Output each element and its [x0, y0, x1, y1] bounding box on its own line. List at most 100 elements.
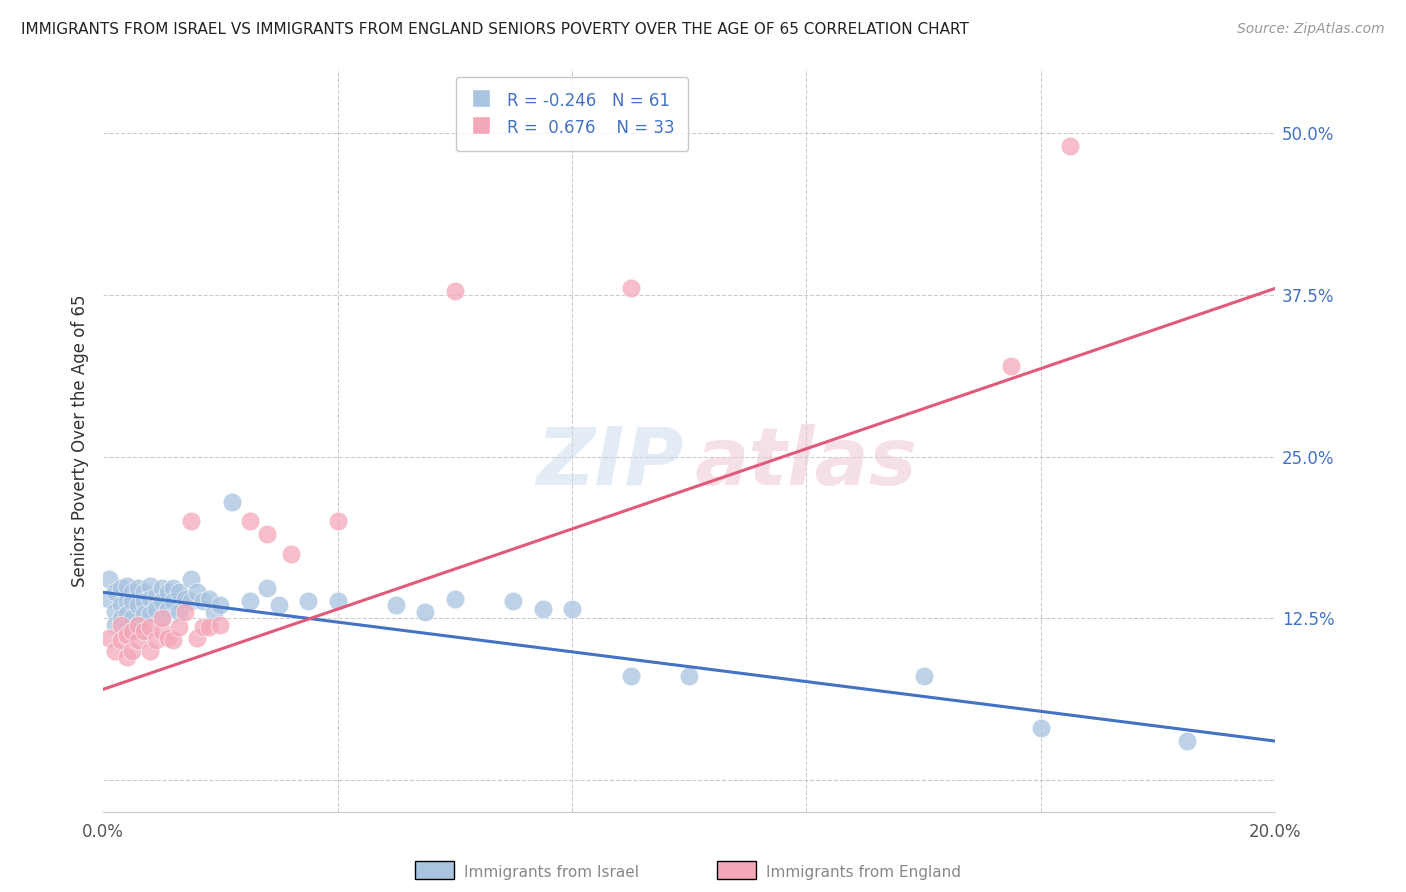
Point	[162, 582, 184, 596]
Point	[180, 514, 202, 528]
Point	[150, 611, 173, 625]
Point	[127, 582, 149, 596]
Point	[561, 602, 583, 616]
Text: Source: ZipAtlas.com: Source: ZipAtlas.com	[1237, 22, 1385, 37]
Point	[678, 669, 700, 683]
Point	[169, 620, 191, 634]
Point	[1000, 359, 1022, 373]
Point	[139, 643, 162, 657]
Point	[502, 594, 524, 608]
Text: IMMIGRANTS FROM ISRAEL VS IMMIGRANTS FROM ENGLAND SENIORS POVERTY OVER THE AGE O: IMMIGRANTS FROM ISRAEL VS IMMIGRANTS FRO…	[21, 22, 969, 37]
Point	[150, 624, 173, 639]
Text: atlas: atlas	[695, 424, 918, 501]
Point	[531, 602, 554, 616]
Point	[156, 585, 179, 599]
Point	[326, 594, 349, 608]
Point	[150, 582, 173, 596]
Point	[150, 594, 173, 608]
Point	[121, 624, 143, 639]
Y-axis label: Seniors Poverty Over the Age of 65: Seniors Poverty Over the Age of 65	[72, 294, 89, 587]
Point	[98, 591, 121, 606]
Point	[174, 605, 197, 619]
Point	[186, 585, 208, 599]
Point	[209, 617, 232, 632]
Point	[197, 591, 219, 606]
Point	[134, 594, 156, 608]
Point	[134, 624, 156, 639]
Point	[209, 599, 232, 613]
Point	[134, 607, 156, 622]
Point	[139, 591, 162, 606]
Point	[267, 599, 290, 613]
Point	[104, 617, 127, 632]
Point	[197, 620, 219, 634]
Point	[912, 669, 935, 683]
Point	[443, 284, 465, 298]
Point	[239, 594, 262, 608]
Point	[145, 633, 167, 648]
Point	[1029, 721, 1052, 735]
Point	[204, 605, 226, 619]
Point	[110, 599, 132, 613]
Point	[139, 620, 162, 634]
Point	[619, 669, 641, 683]
Point	[156, 631, 179, 645]
Point	[127, 617, 149, 632]
Point	[145, 602, 167, 616]
Point	[121, 611, 143, 625]
Point	[619, 281, 641, 295]
Point	[110, 617, 132, 632]
Point	[121, 643, 143, 657]
Point	[104, 643, 127, 657]
Point	[162, 594, 184, 608]
Point	[110, 611, 132, 625]
Point	[110, 582, 132, 596]
Text: ZIP: ZIP	[536, 424, 683, 501]
Point	[180, 573, 202, 587]
Point	[115, 579, 138, 593]
Point	[415, 605, 437, 619]
Point	[115, 628, 138, 642]
Point	[115, 620, 138, 634]
Point	[150, 611, 173, 625]
Text: Immigrants from England: Immigrants from England	[766, 865, 962, 880]
Point	[1059, 139, 1081, 153]
Point	[121, 624, 143, 639]
Point	[174, 591, 197, 606]
Point	[221, 495, 243, 509]
Point	[121, 594, 143, 608]
Point	[115, 650, 138, 665]
Point	[326, 514, 349, 528]
Point	[186, 631, 208, 645]
Point	[139, 607, 162, 622]
Point	[98, 631, 121, 645]
Point	[180, 594, 202, 608]
Point	[256, 582, 278, 596]
Point	[162, 633, 184, 648]
Point	[115, 607, 138, 622]
Point	[104, 605, 127, 619]
Point	[169, 605, 191, 619]
Text: Immigrants from Israel: Immigrants from Israel	[464, 865, 638, 880]
Point	[104, 585, 127, 599]
Point	[98, 573, 121, 587]
Point	[127, 633, 149, 648]
Point	[385, 599, 408, 613]
Point	[134, 585, 156, 599]
Legend: R = -0.246   N = 61, R =  0.676    N = 33: R = -0.246 N = 61, R = 0.676 N = 33	[456, 77, 689, 151]
Point	[139, 579, 162, 593]
Point	[121, 585, 143, 599]
Point	[297, 594, 319, 608]
Point	[169, 585, 191, 599]
Point	[110, 633, 132, 648]
Point	[145, 589, 167, 603]
Point	[156, 602, 179, 616]
Point	[1175, 734, 1198, 748]
Point	[239, 514, 262, 528]
Point	[443, 591, 465, 606]
Point	[280, 547, 302, 561]
Point	[115, 594, 138, 608]
Point	[191, 594, 214, 608]
Point	[256, 527, 278, 541]
Point	[127, 617, 149, 632]
